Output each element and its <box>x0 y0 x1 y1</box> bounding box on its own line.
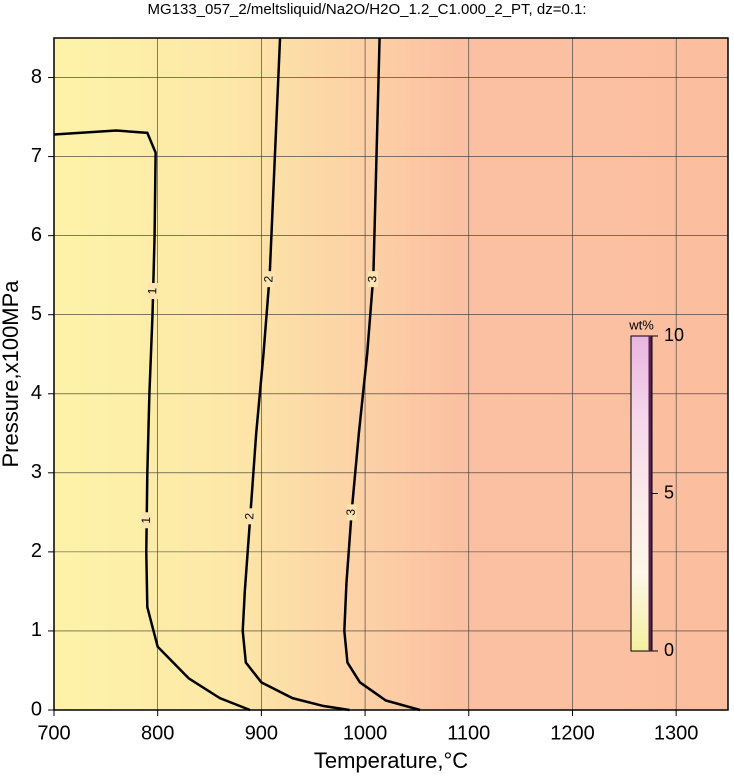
x-tick-label: 1300 <box>654 722 699 744</box>
contour-label-bg <box>368 271 379 288</box>
plot-frame <box>53 37 729 711</box>
x-tick-label: 800 <box>141 722 174 744</box>
y-tick-label: 5 <box>31 303 42 325</box>
y-tick-label: 3 <box>31 461 42 483</box>
y-tick-label: 7 <box>31 145 42 167</box>
contour-label: 3 <box>344 508 358 515</box>
contour-label-bg <box>264 271 275 288</box>
colorbar-label: wt% <box>628 317 654 332</box>
plot-layer: 700 800 900 1000 1100 1200 1300 0 1 2 3 4 5 6 7 8 1 1 2 2 3 3… <box>31 37 729 744</box>
y-tick-label: 4 <box>31 382 42 404</box>
contour-line <box>343 37 421 712</box>
contour-label: 2 <box>261 275 275 282</box>
y-axis-label: Pressure,x100MPa <box>0 280 23 468</box>
plot-background <box>54 38 728 710</box>
y-tick-label: 6 <box>31 224 42 246</box>
contour-label: 1 <box>139 516 153 523</box>
contour-label-bg <box>346 504 357 521</box>
x-axis-label: Temperature,°C <box>314 748 468 773</box>
contour-label-bg <box>148 282 159 299</box>
contour-label: 3 <box>365 275 379 282</box>
y-tick-label: 8 <box>31 66 42 88</box>
contour-line <box>53 129 251 712</box>
colorbar-tick-label: 10 <box>664 325 684 345</box>
contour-label: 1 <box>145 287 159 294</box>
contour-label-bg <box>245 508 256 525</box>
x-tick-label: 1200 <box>550 722 595 744</box>
x-tick-label: 700 <box>37 722 70 744</box>
chart-title: MG133_057_2/meltsliquid/Na2O/H2O_1.2_C1.… <box>147 1 586 18</box>
contour-label-bg <box>141 512 152 529</box>
y-tick-label: 2 <box>31 540 42 562</box>
contour-label: 2 <box>242 512 256 519</box>
colorbar-tick-label: 5 <box>664 482 674 502</box>
x-tick-label: 900 <box>245 722 278 744</box>
x-tick-label: 1100 <box>447 722 490 744</box>
y-tick-label: 0 <box>31 698 42 720</box>
y-tick-label: 1 <box>31 619 42 641</box>
x-tick-label: 1000 <box>343 722 388 744</box>
colorbar-tick-label: 0 <box>664 640 674 660</box>
